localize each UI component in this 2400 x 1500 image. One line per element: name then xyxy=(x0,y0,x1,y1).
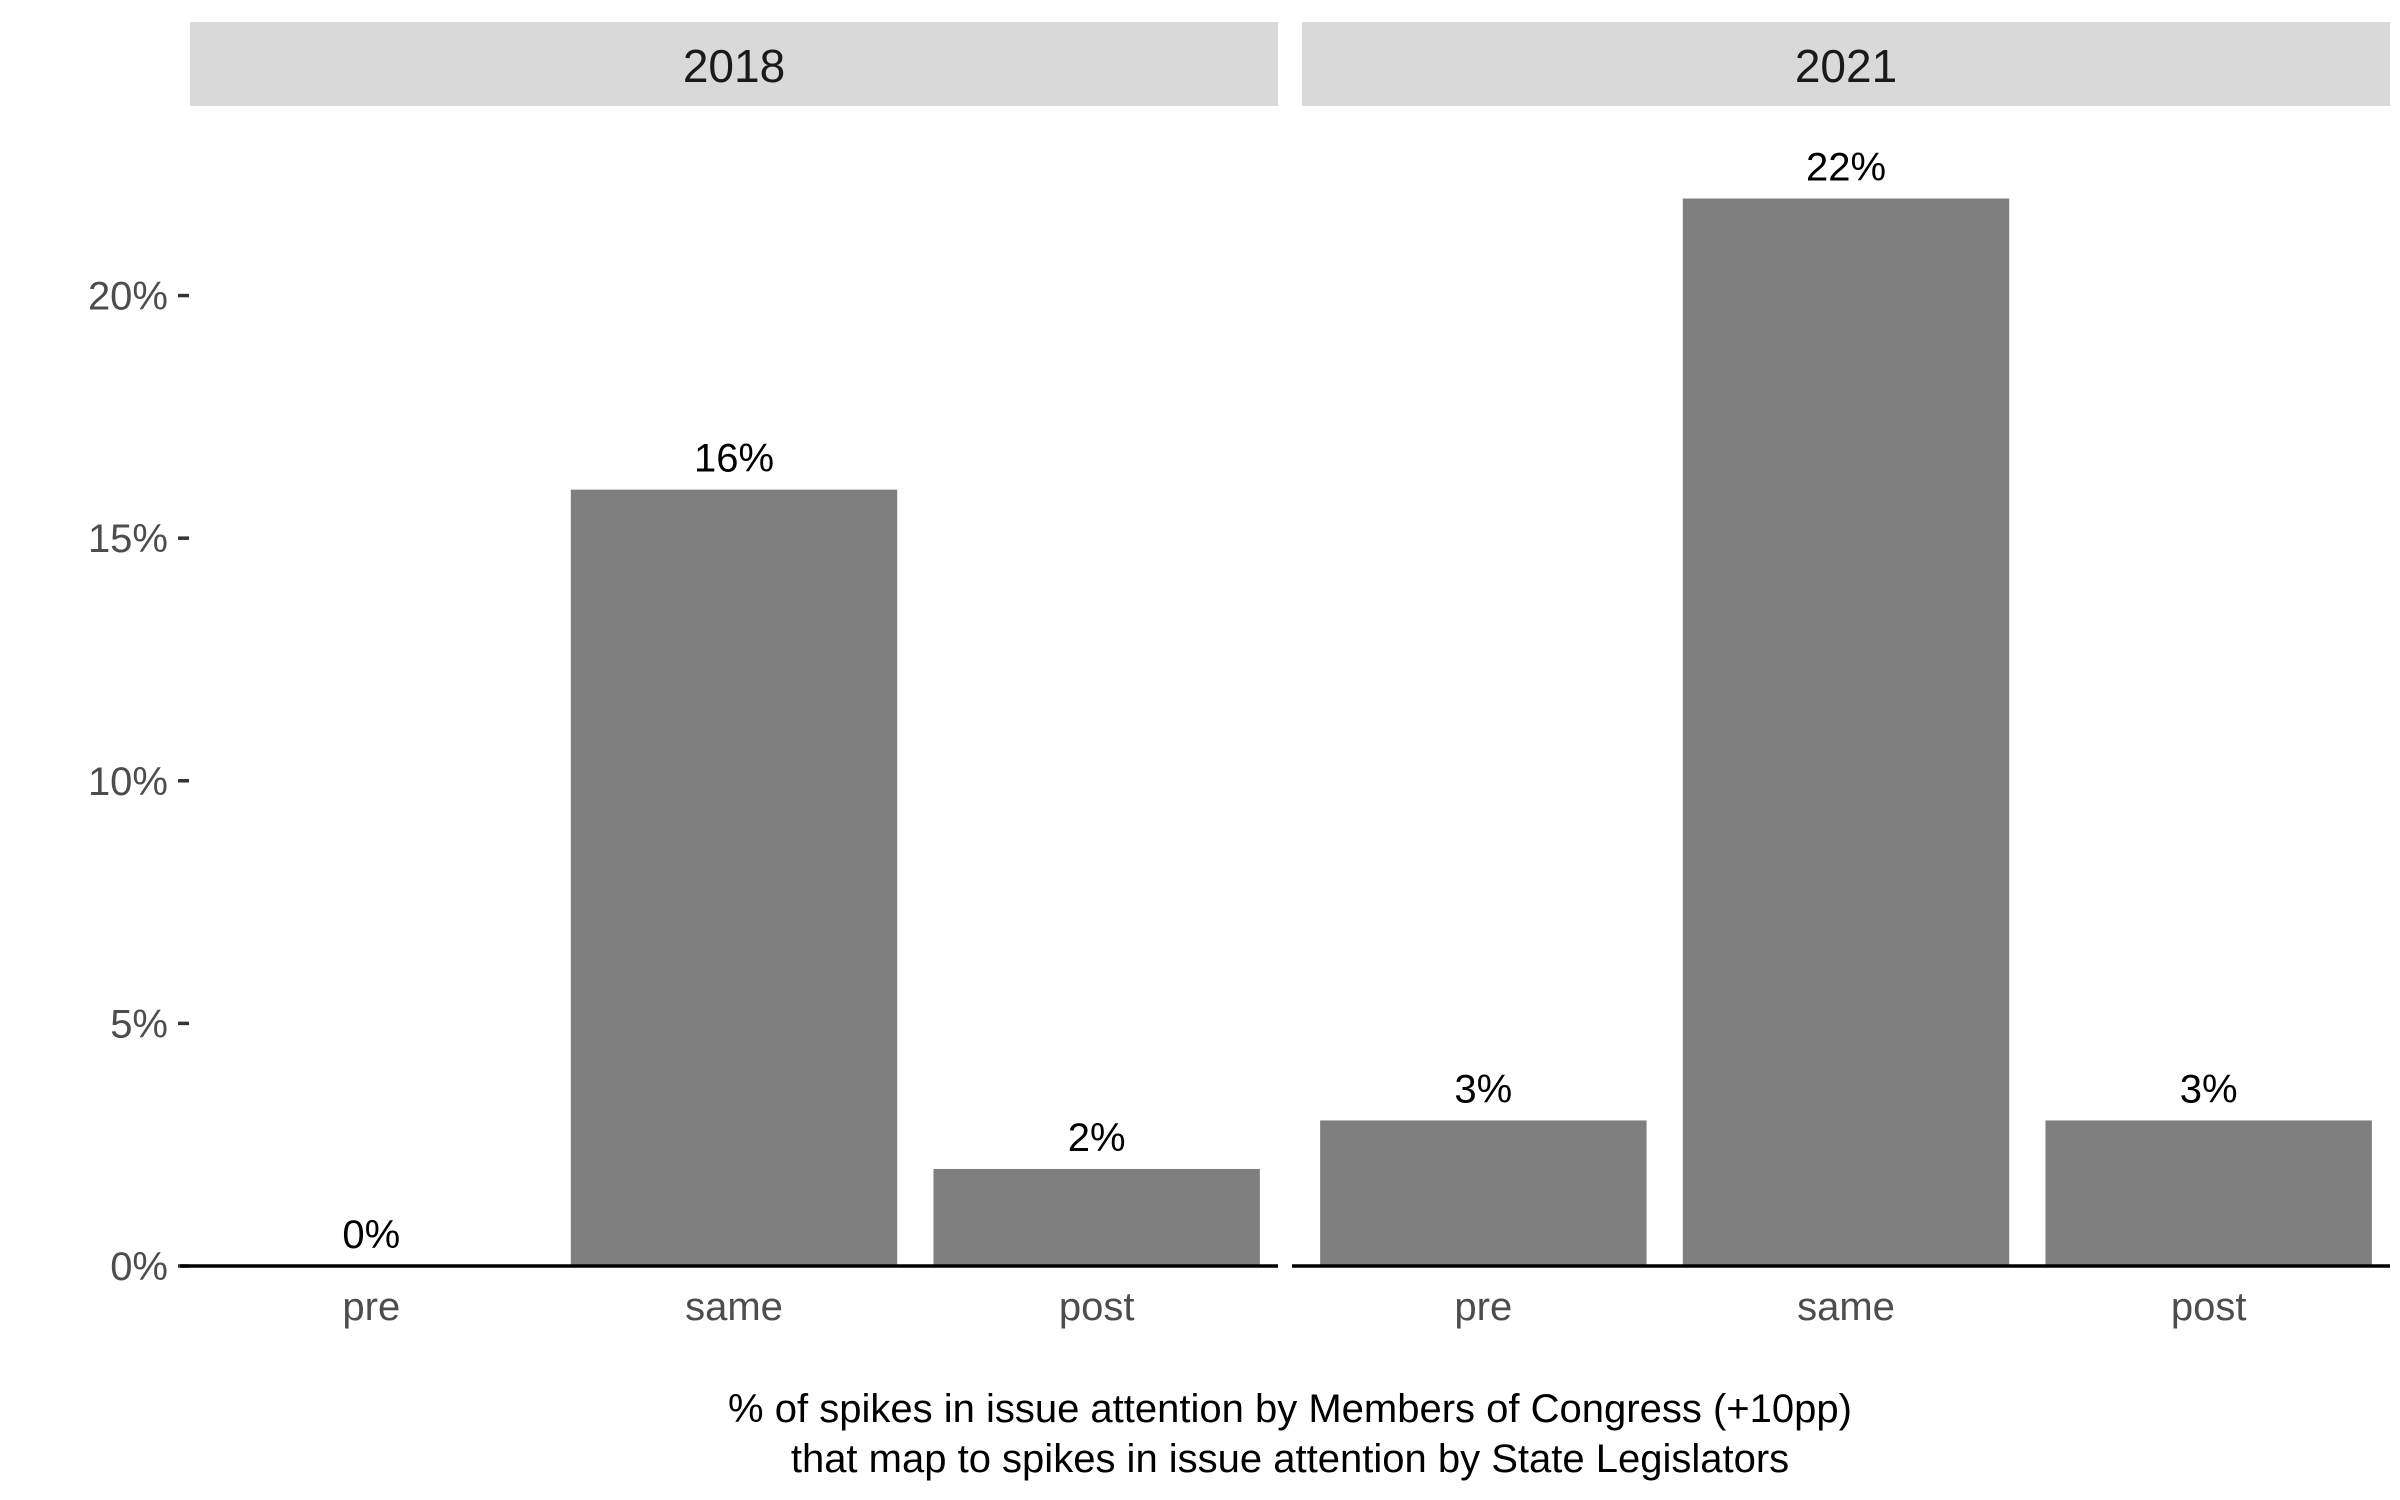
facet-strip-title: 2021 xyxy=(1795,40,1897,92)
data-label: 3% xyxy=(1454,1067,1512,1111)
bar-post xyxy=(933,1168,1260,1266)
data-label: 22% xyxy=(1806,146,1886,190)
bar-same xyxy=(570,489,898,1266)
facet-strip-title: 2018 xyxy=(683,40,785,92)
facet-strip xyxy=(190,22,1278,106)
chart-panels: 2018 0% pre 16% same 2% post 2021 3% pre 22% same 3%… xyxy=(180,22,2390,1329)
x-tick-label: same xyxy=(685,1285,783,1329)
bar-same xyxy=(1682,198,2010,1267)
x-tick-label: same xyxy=(1797,1285,1895,1329)
bar-post xyxy=(2045,1120,2372,1266)
y-tick-label: 0% xyxy=(110,1245,168,1289)
x-tick-label: post xyxy=(2171,1285,2247,1329)
x-tick-label: post xyxy=(1059,1285,1135,1329)
y-axis: 0% 5% 10% 15% 20% xyxy=(88,275,189,1289)
y-tick-label: 5% xyxy=(110,1002,168,1046)
data-label: 2% xyxy=(1068,1116,1126,1160)
data-label: 0% xyxy=(342,1213,400,1257)
y-tick-label: 15% xyxy=(88,517,168,561)
panel-2021: 2021 3% pre 22% same 3% post xyxy=(1292,22,2390,1329)
x-axis-title-line-2: that map to spikes in issue attention by… xyxy=(791,1437,1789,1481)
bar-pre xyxy=(1320,1120,1647,1266)
x-tick-label: pre xyxy=(342,1285,400,1329)
x-axis-title-line-1: % of spikes in issue attention by Member… xyxy=(728,1387,1852,1431)
x-tick-label: pre xyxy=(1454,1285,1512,1329)
panel-2018: 2018 0% pre 16% same 2% post xyxy=(180,22,1278,1329)
y-tick-label: 20% xyxy=(88,275,168,319)
data-label: 16% xyxy=(694,437,774,481)
data-label: 3% xyxy=(2180,1067,2238,1111)
facet-strip xyxy=(1302,22,2390,106)
y-tick-label: 10% xyxy=(88,760,168,804)
